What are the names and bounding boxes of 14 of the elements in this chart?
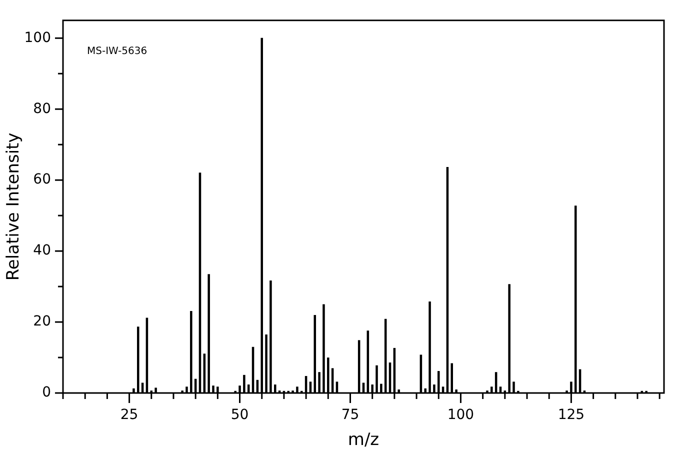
x-tick-label: 75 [341,407,360,424]
x-axis-title: m/z [348,430,380,450]
y-tick-label: 80 [33,100,51,117]
x-tick-label: 100 [447,407,474,424]
y-tick-label: 0 [42,384,51,401]
x-tick-label: 25 [120,407,138,424]
x-tick-label: 125 [558,407,585,424]
y-tick-label: 20 [33,314,51,330]
y-tick-label: 60 [33,172,51,188]
y-tick-label: 100 [24,30,51,46]
y-tick-label: 40 [33,242,51,259]
y-axis-title: Relative Intensity [4,132,24,281]
x-tick-label: 50 [230,407,249,424]
annotation: MS-IW-5636 [87,46,148,57]
